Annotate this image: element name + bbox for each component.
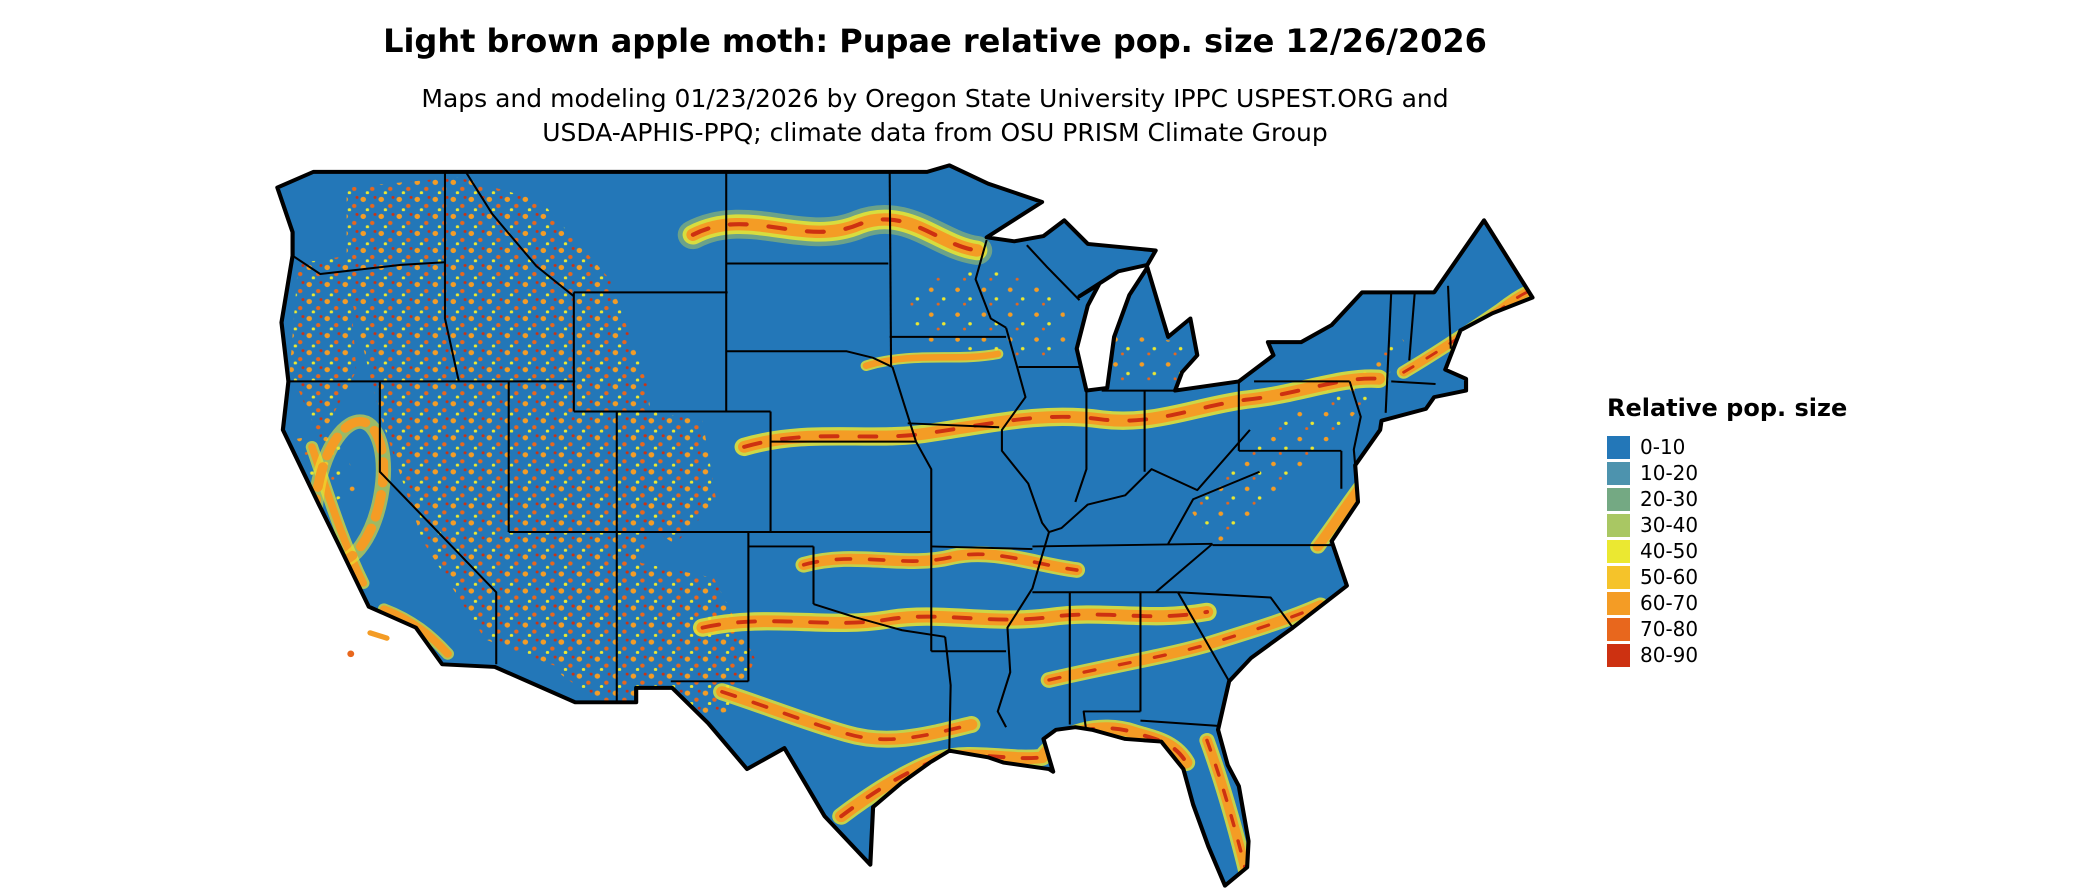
legend-swatch (1607, 591, 1630, 615)
legend-items: 0-10 10-20 20-30 30-40 40-50 50-60 (1607, 434, 1847, 668)
legend-label: 40-50 (1640, 539, 1699, 563)
legend-item: 80-90 (1607, 642, 1847, 668)
legend-label: 30-40 (1640, 513, 1699, 537)
legend-swatch (1607, 513, 1630, 537)
legend-label: 10-20 (1640, 461, 1699, 485)
legend-swatch (1607, 487, 1630, 511)
legend-item: 20-30 (1607, 486, 1847, 512)
subtitle-line-1: Maps and modeling 01/23/2026 by Oregon S… (421, 84, 1449, 113)
legend-swatch (1607, 435, 1630, 459)
legend-item: 40-50 (1607, 538, 1847, 564)
legend-label: 80-90 (1640, 643, 1699, 667)
offshore-islands (347, 630, 390, 658)
legend-item: 60-70 (1607, 590, 1847, 616)
us-map-svg (215, 109, 1545, 892)
legend-swatch (1607, 617, 1630, 641)
legend-item: 0-10 (1607, 434, 1847, 460)
legend-swatch (1607, 643, 1630, 667)
subtitle-line-2: USDA-APHIS-PPQ; climate data from OSU PR… (542, 118, 1328, 147)
legend-label: 0-10 (1640, 435, 1686, 459)
page-title: Light brown apple moth: Pupae relative p… (383, 22, 1487, 60)
legend-label: 60-70 (1640, 591, 1699, 615)
legend-item: 10-20 (1607, 460, 1847, 486)
legend-swatch (1607, 565, 1630, 589)
us-map (215, 109, 1545, 892)
legend-swatch (1607, 539, 1630, 563)
legend-label: 50-60 (1640, 565, 1699, 589)
population-raster (289, 177, 1533, 878)
figure-header: Light brown apple moth: Pupae relative p… (0, 22, 1870, 150)
subtitle: Maps and modeling 01/23/2026 by Oregon S… (0, 82, 1870, 150)
mountain-speckle-regions (289, 177, 1410, 725)
legend-item: 30-40 (1607, 512, 1847, 538)
legend-item: 70-80 (1607, 616, 1847, 642)
legend-label: 70-80 (1640, 617, 1699, 641)
legend-title: Relative pop. size (1607, 394, 1848, 422)
state-borders (288, 171, 1452, 751)
legend-item: 50-60 (1607, 564, 1847, 590)
legend: Relative pop. size 0-10 10-20 20-30 30-4… (1607, 394, 1847, 668)
legend-swatch (1607, 461, 1630, 485)
legend-label: 20-30 (1640, 487, 1699, 511)
